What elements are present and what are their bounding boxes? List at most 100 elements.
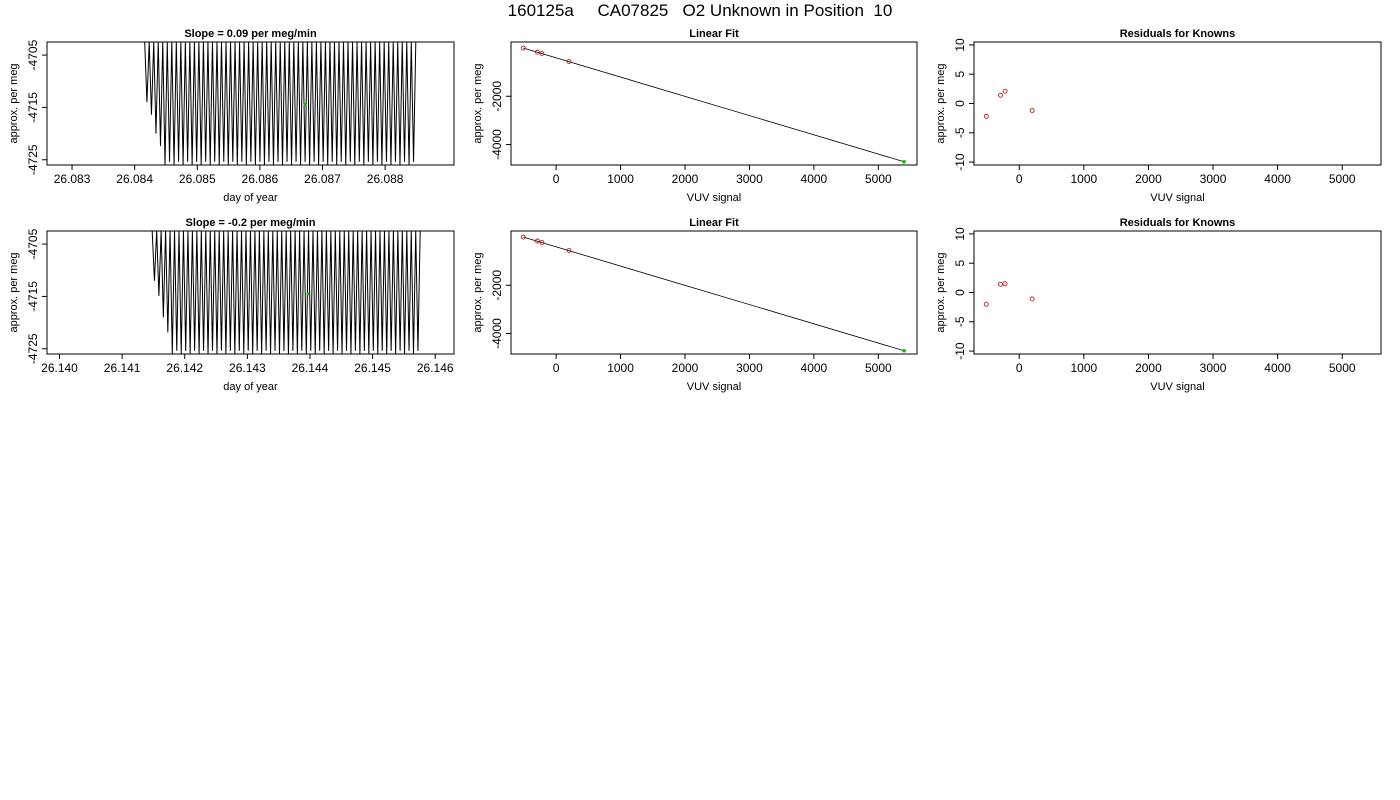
- fit-1-frame: [510, 41, 918, 166]
- resid-1-ylabel: approx. per meg: [935, 63, 947, 143]
- fit-1-known-point-1: [534, 49, 540, 55]
- resid-2-xtick-label-3: 3000: [1200, 361, 1227, 375]
- resid-1-xtick-label-1: 1000: [1070, 172, 1097, 186]
- page-title: 160125a CA07825 O2 Unknown in Position 1…: [507, 1, 893, 20]
- resid-2-panel: 0 1000 2000 3000 4000 5000 10 5 0 -5 -10 Residuals …: [935, 217, 1382, 393]
- resid-1-ytick-label-4: -10: [953, 153, 967, 171]
- trace-1-xlabel: day of year: [223, 192, 278, 204]
- resid-1-title: Residuals for Knowns: [1120, 28, 1236, 40]
- trace-2-title: Slope = -0.2 per meg/min: [186, 217, 316, 229]
- fit-1-ytick-label-1: -4000: [490, 129, 504, 160]
- resid-2-ytick-label-0: 10: [953, 227, 967, 241]
- resid-1-residual-point-3: [1029, 108, 1035, 113]
- trace-2-panel: 26.140 26.141 26.142 26.143 26.144 26.145 26.1…: [8, 217, 455, 393]
- trace-1-highlight-point: [303, 103, 307, 107]
- fit-2-unknown-point-0: [902, 348, 906, 353]
- trace-2-ylabel: approx. per meg: [8, 252, 20, 332]
- trace-1-ytick-label-2: -4725: [26, 144, 40, 175]
- resid-2-xtick-label-1: 1000: [1070, 361, 1097, 375]
- fit-1-xtick-label-0: 0: [553, 172, 560, 186]
- resid-2-ytick-label-3: -5: [953, 316, 967, 327]
- trace-2-xlabel: day of year: [223, 381, 278, 393]
- trace-2-ytick-label-0: -4705: [26, 228, 40, 259]
- fit-2-known-point-1: [534, 238, 540, 244]
- resid-2-title: Residuals for Knowns: [1120, 217, 1236, 229]
- trace-1-plot-area: [144, 42, 417, 165]
- trace-2-series-line: [151, 231, 421, 354]
- resid-2-xtick-label-4: 4000: [1264, 361, 1291, 375]
- trace-2-xtick-label-1: 26.141: [104, 361, 141, 375]
- fit-2-xtick-label-2: 2000: [672, 361, 699, 375]
- resid-1-xtick-label-0: 0: [1016, 172, 1023, 186]
- fit-2-plot-area: [520, 234, 906, 353]
- resid-1-residual-point-2: [1002, 88, 1008, 94]
- resid-1-xtick-label-3: 3000: [1200, 172, 1227, 186]
- resid-1-xtick-label-2: 2000: [1135, 172, 1162, 186]
- trace-1-xtick-label-0: 26.083: [54, 172, 91, 186]
- fit-2-xtick-label-5: 5000: [865, 361, 892, 375]
- trace-1-panel: 26.083 26.084 26.085 26.086 26.087 26.088 -470…: [8, 28, 455, 204]
- trace-1-ytick-label-1: -4715: [26, 92, 40, 123]
- fit-1-panel: 0 1000 2000 3000 4000 5000 -2000 -4000 Linear Fi…: [472, 28, 918, 204]
- trace-2-xtick-label-3: 26.143: [229, 361, 266, 375]
- fit-1-xlabel: VUV signal: [687, 192, 741, 204]
- fit-1-ytick-label-0: -2000: [490, 81, 504, 112]
- resid-1-xtick-label-5: 5000: [1329, 172, 1356, 186]
- fit-1-known-point-0: [520, 45, 526, 51]
- fit-1-title: Linear Fit: [689, 28, 739, 40]
- trace-1-xtick-label-1: 26.084: [116, 172, 153, 186]
- fit-1-xtick-label-3: 3000: [736, 172, 763, 186]
- trace-2-xtick-label-4: 26.144: [292, 361, 329, 375]
- fit-1-xtick-label-4: 4000: [801, 172, 828, 186]
- resid-2-residual-point-1: [998, 281, 1003, 287]
- trace-2-plot-area: [151, 231, 421, 354]
- resid-1-xtick-label-4: 4000: [1264, 172, 1291, 186]
- trace-2-xtick-label-0: 26.140: [41, 361, 78, 375]
- trace-1-ytick-label-0: -4705: [26, 39, 40, 70]
- trace-2-xtick-label-2: 26.142: [166, 361, 203, 375]
- resid-2-xtick-label-5: 5000: [1329, 361, 1356, 375]
- fit-2-xlabel: VUV signal: [687, 381, 741, 393]
- fit-2-fit-line: [523, 236, 905, 352]
- fit-1-xtick-label-2: 2000: [672, 172, 699, 186]
- fit-2-ylabel: approx. per meg: [472, 252, 484, 332]
- resid-2-ylabel: approx. per meg: [935, 252, 947, 332]
- resid-2-xtick-label-2: 2000: [1135, 361, 1162, 375]
- fit-1-xtick-label-5: 5000: [865, 172, 892, 186]
- fit-2-xtick-label-0: 0: [553, 361, 560, 375]
- trace-2-highlight-point: [306, 292, 310, 296]
- trace-1-xtick-label-3: 26.086: [242, 172, 279, 186]
- fit-1-known-point-2: [539, 51, 545, 57]
- trace-2-ytick-label-1: -4715: [26, 281, 40, 312]
- resid-1-panel: 0 1000 2000 3000 4000 5000 10 5 0 -5 -10 Residuals …: [935, 28, 1382, 204]
- fit-1-fit-line: [523, 47, 905, 163]
- trace-2-frame: [46, 230, 455, 355]
- fit-2-known-point-0: [520, 234, 526, 240]
- fit-1-ylabel: approx. per meg: [472, 63, 484, 143]
- resid-2-plot-area: [983, 281, 1035, 307]
- fit-2-xtick-label-4: 4000: [801, 361, 828, 375]
- trace-1-xtick-label-5: 26.088: [367, 172, 404, 186]
- resid-1-residual-point-1: [998, 92, 1003, 98]
- resid-2-ytick-label-4: -10: [953, 342, 967, 360]
- fit-1-known-point-3: [566, 59, 572, 64]
- trace-1-xtick-label-4: 26.087: [304, 172, 341, 186]
- resid-2-residual-point-2: [1002, 281, 1008, 287]
- resid-1-plot-area: [983, 88, 1035, 119]
- trace-1-frame: [46, 41, 455, 166]
- trace-2-xtick-label-5: 26.145: [354, 361, 391, 375]
- fit-1-xtick-label-1: 1000: [607, 172, 634, 186]
- fit-2-known-point-3: [566, 248, 572, 253]
- resid-1-ytick-label-0: 10: [953, 38, 967, 52]
- resid-2-ytick-label-1: 5: [953, 260, 967, 267]
- resid-1-frame: [973, 41, 1382, 166]
- fit-1-unknown-point-0: [902, 159, 906, 164]
- resid-2-frame: [973, 230, 1382, 355]
- fit-2-xtick-label-3: 3000: [736, 361, 763, 375]
- fit-2-ytick-label-0: -2000: [490, 270, 504, 301]
- resid-1-ytick-label-2: 0: [953, 100, 967, 107]
- trace-1-ylabel: approx. per meg: [8, 63, 20, 143]
- trace-2-ytick-label-2: -4725: [26, 333, 40, 364]
- resid-2-ytick-label-2: 0: [953, 289, 967, 296]
